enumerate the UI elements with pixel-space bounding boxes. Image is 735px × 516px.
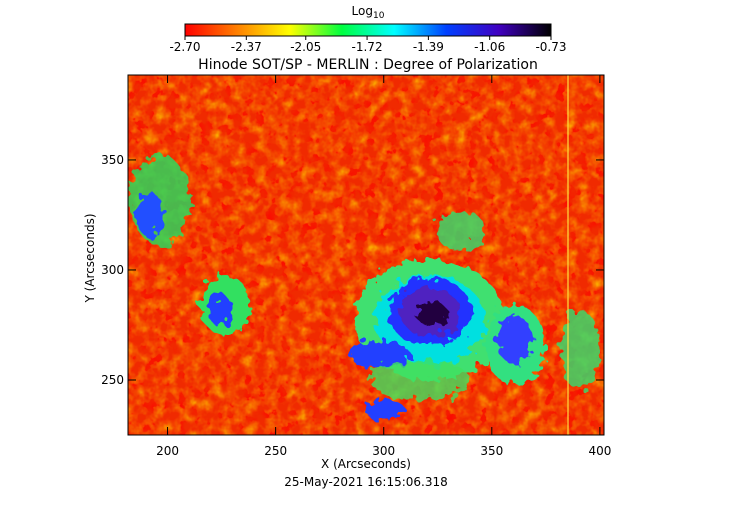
colorbar-tick-label: -2.37 (231, 40, 262, 54)
x-tick-label: 300 (372, 444, 395, 458)
axes: 200 250 300 350 400 250 300 350 -2.70 -2.37 -2.05 -… (101, 36, 611, 458)
colorbar-tick-label: -1.06 (474, 40, 505, 54)
colorbar-tick-label: -1.72 (352, 40, 383, 54)
colorbar-tick-label: -2.70 (169, 40, 200, 54)
x-tick-label: 250 (264, 444, 287, 458)
colorbar-tick-label: -0.73 (535, 40, 566, 54)
y-axis-label: Y (Arcseconds) (83, 213, 97, 303)
polarization-image (128, 75, 604, 435)
colorbar-tick-label: -2.05 (290, 40, 321, 54)
colorbar-label: Log10 (352, 4, 385, 21)
colorbar-label-main: Log (352, 4, 373, 18)
y-tick-label: 250 (101, 373, 124, 387)
plot-frame (127, 74, 605, 436)
footer: 25-May-2021 16:15:06.318 (284, 475, 448, 489)
x-tick-label: 350 (480, 444, 503, 458)
y-tick-label: 300 (101, 263, 124, 277)
x-tick-label: 200 (156, 444, 179, 458)
x-axis-label: X (Arcseconds) (321, 457, 411, 471)
colorbar-label-sub: 10 (373, 11, 385, 21)
y-tick-label: 350 (101, 153, 124, 167)
colorbar-tick-label: -1.39 (413, 40, 444, 54)
chart-title: Hinode SOT/SP - MERLIN : Degree of Polar… (198, 57, 538, 73)
x-tick-label: 400 (588, 444, 611, 458)
colorbar (184, 23, 552, 37)
